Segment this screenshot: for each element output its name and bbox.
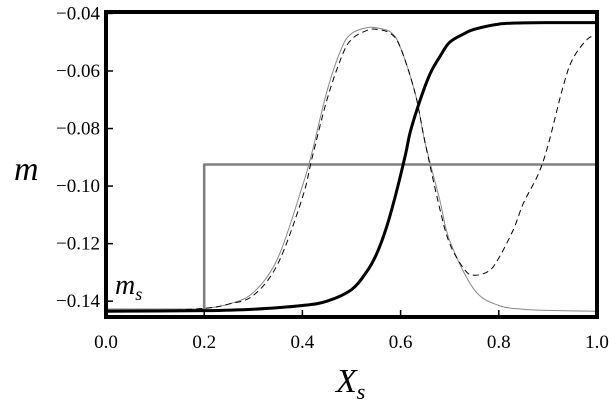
x-tick-label: 0.6 [389, 332, 413, 353]
x-axis-title-subscript: s [357, 379, 366, 404]
x-tick-label: 1.0 [585, 332, 609, 353]
y-axis-title: m [14, 151, 39, 188]
ms-annotation-subscript: s [135, 284, 142, 304]
x-tick-label: 0.2 [192, 332, 216, 353]
y-tick-label: −0.14 [56, 291, 100, 312]
ms-annotation: ms [115, 270, 142, 304]
dashed-series-line [105, 28, 598, 312]
y-tick-label: −0.08 [56, 119, 100, 140]
x-tick-label: 0.8 [487, 332, 511, 353]
ticks-layer: −0.04 −0.06 −0.08 −0.10 −0.12 −0.14 0.0 0.2 0.4 0… [56, 3, 609, 353]
x-axis-title-main: X [334, 363, 358, 400]
y-tick-label: −0.12 [56, 234, 100, 255]
x-axis-title: Xs [334, 363, 365, 404]
thick-solid-series-line [105, 21, 598, 313]
plot-frame [104, 10, 599, 319]
x-tick-label: 0.4 [291, 332, 315, 353]
ms-annotation-main: m [115, 270, 135, 301]
series-layer [105, 21, 598, 313]
y-tick-label: −0.06 [56, 61, 100, 82]
y-tick-label: −0.04 [56, 3, 100, 24]
thin-solid-series-line [105, 26, 598, 312]
y-tick-label: −0.10 [56, 176, 100, 197]
x-tick-label: 0.0 [94, 332, 118, 353]
